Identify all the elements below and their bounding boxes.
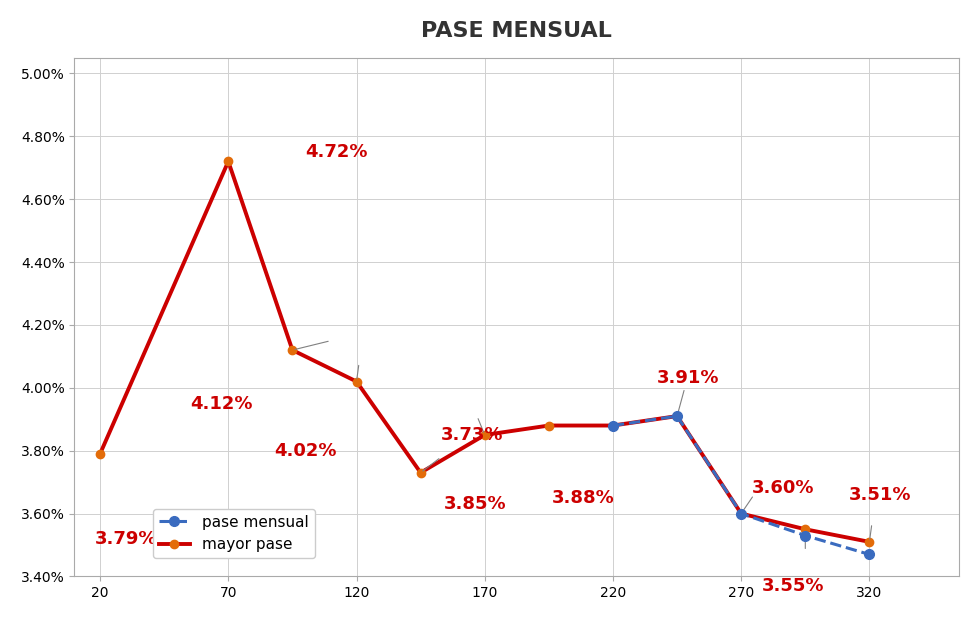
mayor pase	[863, 538, 875, 546]
pase mensual	[671, 412, 683, 420]
Title: PASE MENSUAL: PASE MENSUAL	[421, 21, 612, 41]
pase mensual	[800, 532, 811, 539]
Text: 3.60%: 3.60%	[752, 479, 814, 497]
mayor pase	[286, 347, 298, 354]
mayor pase	[415, 469, 426, 476]
Text: 3.85%: 3.85%	[444, 495, 507, 513]
Text: 3.51%: 3.51%	[849, 486, 911, 504]
Line: pase mensual: pase mensual	[609, 411, 874, 560]
mayor pase	[735, 510, 747, 517]
mayor pase	[479, 431, 491, 438]
pase mensual	[735, 510, 747, 517]
mayor pase	[800, 525, 811, 533]
mayor pase	[222, 158, 234, 165]
Text: 4.12%: 4.12%	[190, 394, 252, 412]
Text: 3.91%: 3.91%	[657, 369, 719, 388]
mayor pase	[671, 412, 683, 420]
mayor pase	[351, 378, 363, 385]
Text: 4.72%: 4.72%	[305, 143, 368, 161]
Line: mayor pase: mayor pase	[96, 157, 873, 546]
pase mensual	[863, 551, 875, 558]
mayor pase	[607, 422, 618, 429]
mayor pase	[543, 422, 555, 429]
Text: 3.88%: 3.88%	[552, 489, 614, 507]
mayor pase	[94, 450, 106, 458]
Text: 3.55%: 3.55%	[761, 577, 824, 595]
Text: 3.73%: 3.73%	[441, 426, 504, 444]
Text: 4.02%: 4.02%	[274, 442, 337, 460]
Text: 3.79%: 3.79%	[95, 530, 158, 548]
Legend: pase mensual, mayor pase: pase mensual, mayor pase	[153, 509, 315, 558]
pase mensual	[607, 422, 618, 429]
